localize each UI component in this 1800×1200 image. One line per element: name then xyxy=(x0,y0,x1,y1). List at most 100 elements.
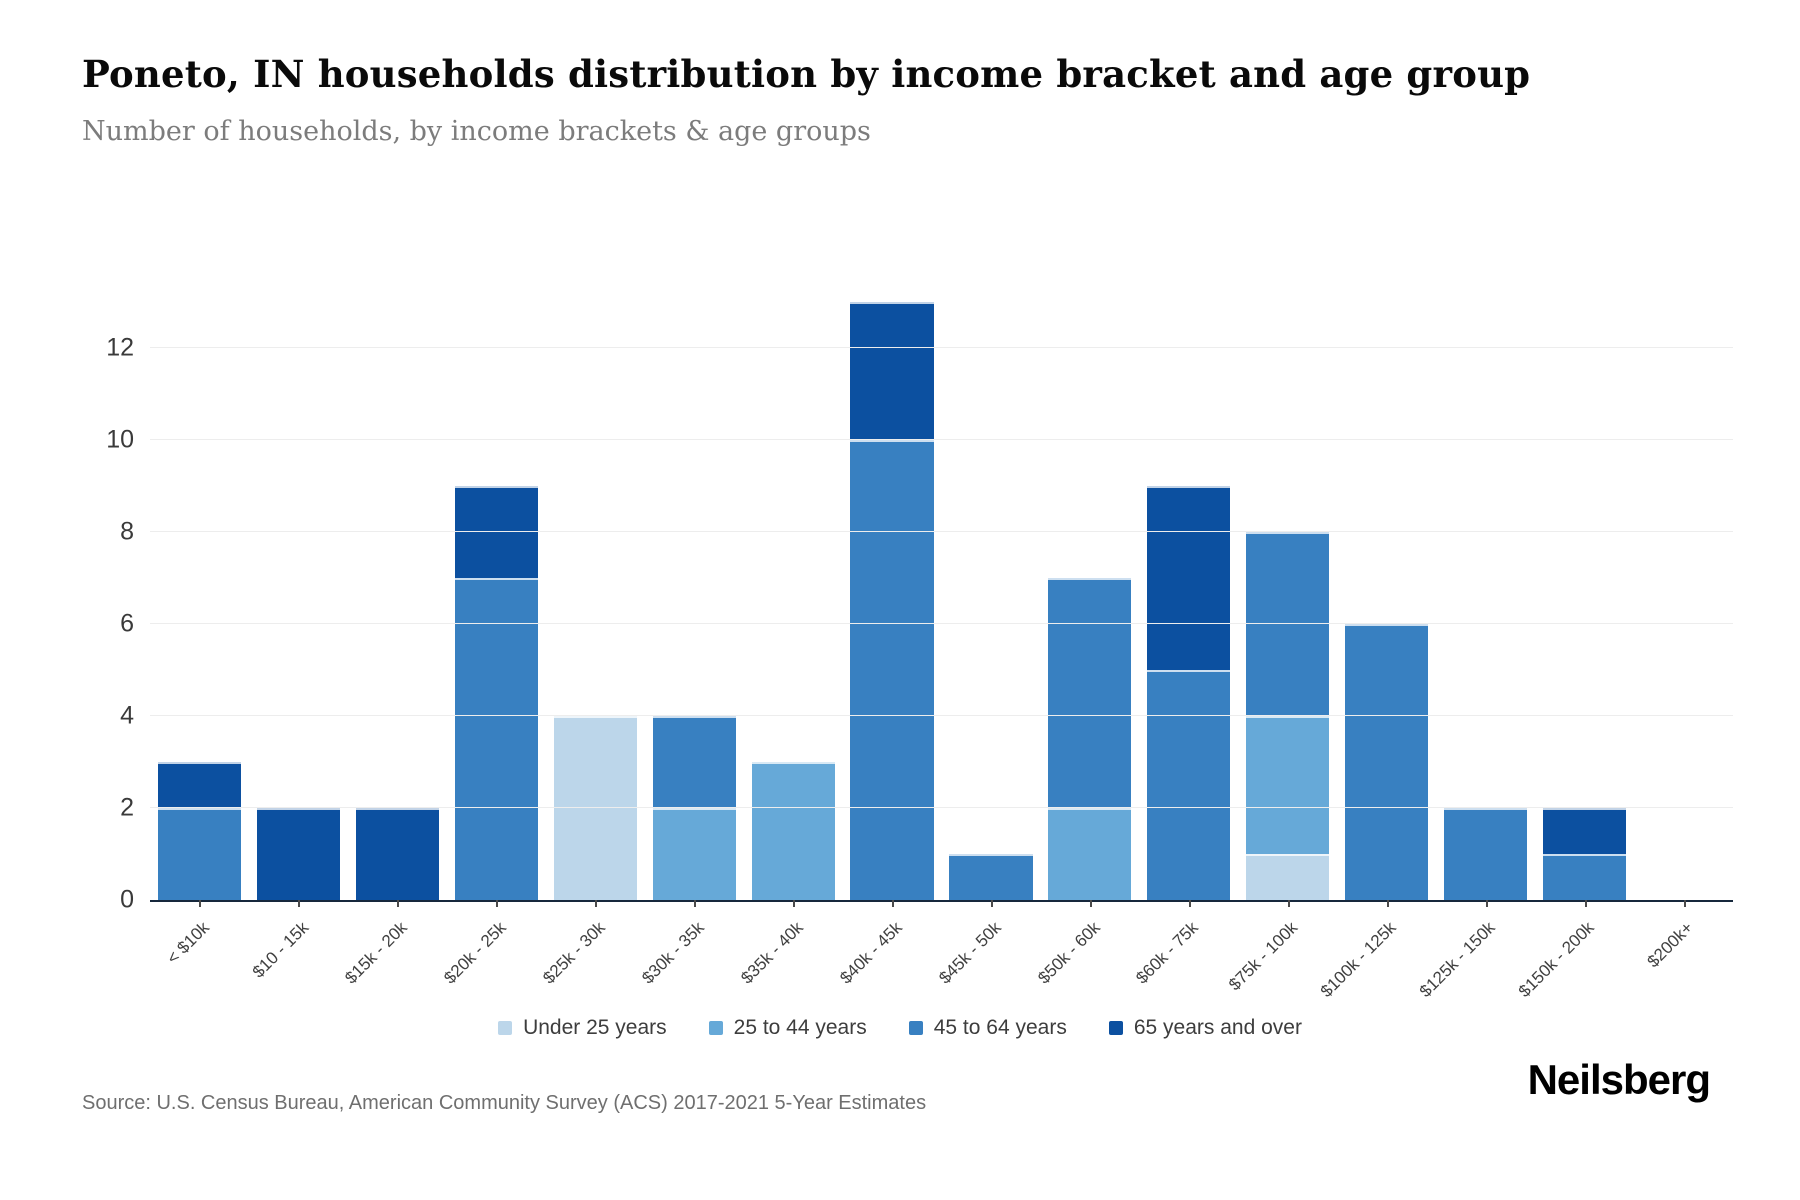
stacked-bar xyxy=(1147,486,1231,900)
x-axis-slot: $125k - 150k xyxy=(1416,900,1535,1020)
source-note: Source: U.S. Census Bureau, American Com… xyxy=(82,1092,927,1114)
bar-segment[interactable] xyxy=(157,808,241,900)
x-axis-tick xyxy=(1188,900,1191,907)
bar-slot xyxy=(1535,300,1634,900)
stacked-bar xyxy=(850,302,934,900)
bar-segment[interactable] xyxy=(652,808,736,900)
legend-item[interactable]: Under 25 years xyxy=(498,1016,667,1040)
stacked-bar xyxy=(751,762,835,900)
bar-segment[interactable] xyxy=(1147,670,1231,900)
x-axis-tick-label: $45k - 50k xyxy=(934,918,1005,988)
x-axis-tick-label: $50k - 60k xyxy=(1033,918,1104,988)
gridline-y-4 xyxy=(150,715,1733,716)
bar-segment[interactable] xyxy=(1345,624,1429,900)
bar-segment[interactable] xyxy=(850,302,934,440)
legend-swatch-icon xyxy=(1108,1021,1123,1035)
stacked-bar xyxy=(1246,532,1330,900)
x-axis-tick xyxy=(694,900,697,907)
bar-slot xyxy=(249,300,348,900)
bar-slot xyxy=(843,300,942,900)
bar-segment[interactable] xyxy=(1147,486,1231,670)
x-axis-tick xyxy=(892,900,895,907)
bar-segment[interactable] xyxy=(850,440,934,900)
bar-segment[interactable] xyxy=(256,808,340,900)
legend-item[interactable]: 45 to 64 years xyxy=(908,1016,1067,1040)
stacked-bar xyxy=(355,808,439,900)
y-axis-tick-label: 0 xyxy=(120,885,134,914)
x-axis-slot: $150k - 200k xyxy=(1515,900,1634,1020)
bar-segment[interactable] xyxy=(157,762,241,808)
chart-header: Poneto, IN households distribution by in… xyxy=(82,52,1718,147)
legend-label: 25 to 44 years xyxy=(733,1016,867,1039)
x-axis-slot: $25k - 30k xyxy=(539,900,645,1020)
stacked-bar xyxy=(949,854,1033,900)
x-axis-tick xyxy=(298,900,301,907)
gridline-y-2 xyxy=(150,807,1733,808)
bar-slot xyxy=(1139,300,1238,900)
bar-segment[interactable] xyxy=(454,578,538,900)
bar-segment[interactable] xyxy=(652,716,736,808)
stacked-bar xyxy=(652,716,736,900)
x-axis-tick xyxy=(397,900,400,907)
neilsberg-logo: Neilsberg xyxy=(1527,1056,1711,1103)
plot-area: < $10k $10 - 15k $15k - 20k $20k - 25k $25k … xyxy=(106,300,1733,1001)
bar-slot xyxy=(744,300,843,900)
chart-title: Poneto, IN households distribution by in… xyxy=(82,52,1531,96)
bar-slot xyxy=(150,300,249,900)
bar-segment[interactable] xyxy=(949,854,1033,900)
legend-item[interactable]: 25 to 44 years xyxy=(708,1016,867,1040)
stacked-bar xyxy=(1048,578,1132,900)
x-axis-tick xyxy=(1584,900,1587,907)
x-axis-tick-label: < $10k xyxy=(163,918,213,968)
x-axis-slot: < $10k xyxy=(150,900,249,1020)
x-axis-slot: $35k - 40k xyxy=(737,900,843,1020)
x-axis-slot: $75k - 100k xyxy=(1225,900,1337,1020)
bar-segment[interactable] xyxy=(454,486,538,578)
bar-segment[interactable] xyxy=(1246,854,1330,900)
bar-segment[interactable] xyxy=(1543,854,1627,900)
bar-segment[interactable] xyxy=(1048,808,1132,900)
bar-segment[interactable] xyxy=(355,808,439,900)
x-axis-tick-label: $15k - 20k xyxy=(341,918,411,988)
bar-slot xyxy=(645,300,744,900)
gridline-y-12 xyxy=(150,347,1733,348)
bar-segment[interactable] xyxy=(1048,578,1132,808)
x-axis-tick xyxy=(199,900,202,907)
y-axis-tick-label: 10 xyxy=(106,425,134,454)
x-axis-slot: $20k - 25k xyxy=(440,900,546,1020)
stacked-bar xyxy=(553,716,637,900)
bars-container xyxy=(150,300,1733,900)
bar-segment[interactable] xyxy=(751,762,835,900)
y-axis-tick-label: 8 xyxy=(120,517,134,546)
x-axis: < $10k $10 - 15k $15k - 20k $20k - 25k $25k … xyxy=(150,900,1733,1020)
y-axis-tick-label: 12 xyxy=(106,333,134,362)
stacked-bar xyxy=(157,762,241,900)
stacked-bar xyxy=(256,808,340,900)
bar-segment[interactable] xyxy=(1543,808,1627,854)
chart-subtitle: Number of households, by income brackets… xyxy=(82,116,871,147)
bar-slot xyxy=(1238,300,1337,900)
gridline-y-6 xyxy=(150,623,1733,624)
x-axis-tick xyxy=(1089,900,1092,907)
x-axis-slot: $40k - 45k xyxy=(836,900,942,1020)
legend-swatch-icon xyxy=(708,1021,723,1035)
bar-slot xyxy=(942,300,1041,900)
x-axis-tick xyxy=(990,900,993,907)
gridline-y-10 xyxy=(150,439,1733,440)
bar-segment[interactable] xyxy=(1246,532,1330,716)
bar-segment[interactable] xyxy=(1444,808,1528,900)
x-axis-slot: $200k+ xyxy=(1634,900,1733,1020)
bar-slot xyxy=(1040,300,1139,900)
legend-swatch-icon xyxy=(498,1021,513,1035)
legend-swatch-icon xyxy=(908,1021,923,1035)
x-axis-slot: $30k - 35k xyxy=(638,900,744,1020)
stacked-bar xyxy=(1444,808,1528,900)
bar-segment[interactable] xyxy=(553,716,637,900)
x-axis-tick xyxy=(1485,900,1488,907)
y-axis-tick-label: 2 xyxy=(120,793,134,822)
bar-segment[interactable] xyxy=(1246,716,1330,854)
legend-item[interactable]: 65 years and over xyxy=(1108,1016,1302,1040)
bar-slot xyxy=(447,300,546,900)
x-axis-slot: $100k - 125k xyxy=(1317,900,1436,1020)
